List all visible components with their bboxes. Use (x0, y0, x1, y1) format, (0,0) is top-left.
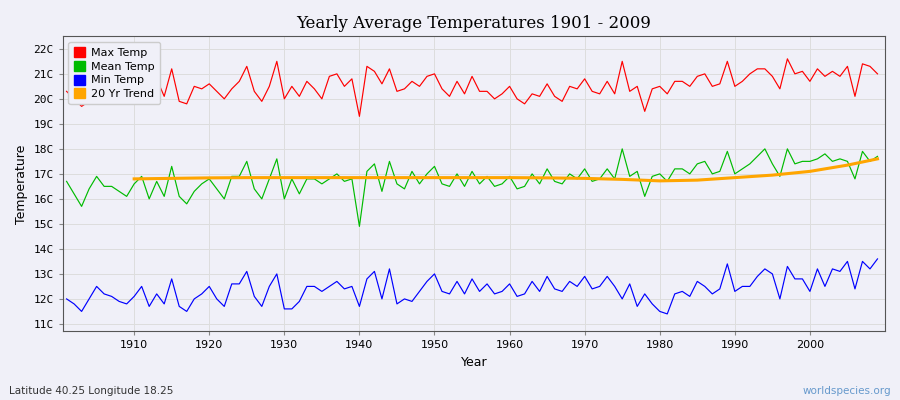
X-axis label: Year: Year (461, 356, 487, 369)
Y-axis label: Temperature: Temperature (15, 144, 28, 224)
Legend: Max Temp, Mean Temp, Min Temp, 20 Yr Trend: Max Temp, Mean Temp, Min Temp, 20 Yr Tre… (68, 42, 160, 104)
Text: worldspecies.org: worldspecies.org (803, 386, 891, 396)
Title: Yearly Average Temperatures 1901 - 2009: Yearly Average Temperatures 1901 - 2009 (296, 15, 652, 32)
Text: Latitude 40.25 Longitude 18.25: Latitude 40.25 Longitude 18.25 (9, 386, 174, 396)
